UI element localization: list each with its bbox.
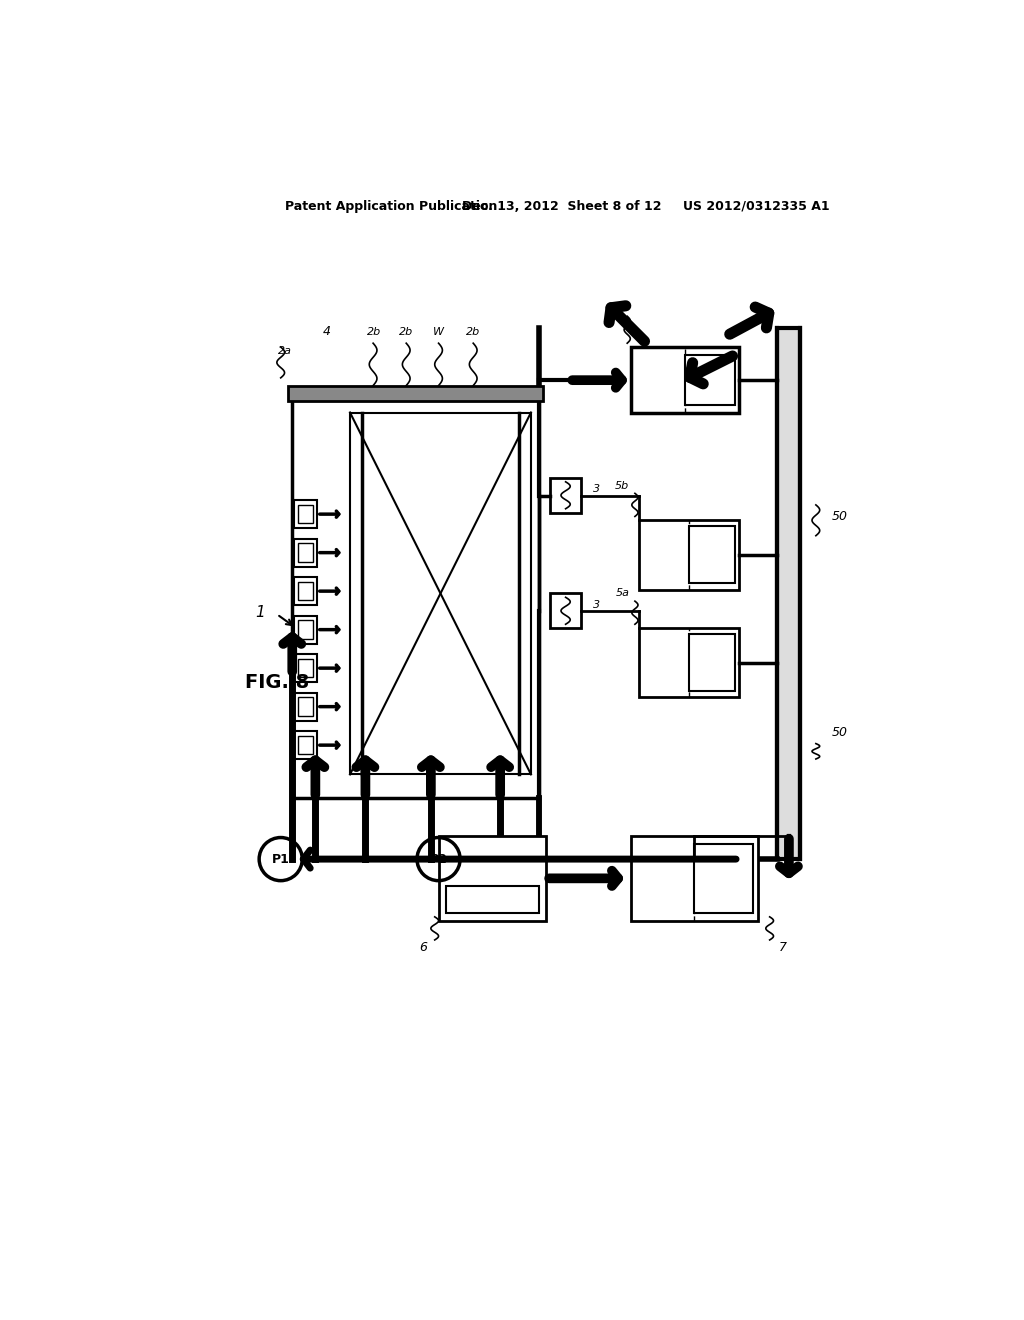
Text: 1: 1 [256,605,265,620]
Bar [298,697,313,715]
Bar [550,594,581,628]
Bar [294,655,316,682]
Text: 7: 7 [779,941,786,954]
Bar [294,577,316,605]
Text: 2a: 2a [279,346,292,356]
Text: W: W [433,326,444,337]
Bar [631,347,739,412]
Text: 2b: 2b [466,326,480,337]
Bar [294,731,316,759]
Text: 5c: 5c [610,304,624,314]
Text: 5b: 5b [615,480,630,491]
Bar [294,539,316,566]
Bar [777,327,801,859]
Text: 50: 50 [831,726,847,739]
Bar [685,355,735,405]
Bar [298,544,313,562]
Text: Patent Application Publication: Patent Application Publication [285,199,497,213]
Bar [550,478,581,512]
Text: 2b: 2b [399,326,414,337]
Text: 4: 4 [323,325,331,338]
Bar [438,836,547,921]
Text: P1: P1 [271,853,290,866]
Text: US 2012/0312335 A1: US 2012/0312335 A1 [683,199,830,213]
Bar [639,628,739,697]
Bar [694,843,754,913]
Text: 3: 3 [593,484,600,495]
Bar [294,500,316,528]
Bar [446,886,539,913]
Bar [631,836,758,921]
Text: 6: 6 [419,941,427,954]
Bar [298,582,313,601]
Text: P2: P2 [430,853,447,866]
Bar [689,635,735,692]
Text: 50: 50 [831,510,847,523]
Bar [294,615,316,644]
Text: 3: 3 [593,601,600,610]
Bar [298,506,313,524]
Bar [298,737,313,755]
Bar [689,527,735,583]
Text: Dec. 13, 2012  Sheet 8 of 12: Dec. 13, 2012 Sheet 8 of 12 [462,199,662,213]
Text: FIG. 8: FIG. 8 [245,672,309,692]
Bar [294,693,316,721]
Text: 5a: 5a [615,589,630,598]
Text: 2b: 2b [367,326,381,337]
Bar [292,389,539,797]
Bar [298,659,313,677]
Bar [350,413,531,775]
Bar [639,520,739,590]
Bar [298,620,313,639]
Bar [289,385,543,401]
